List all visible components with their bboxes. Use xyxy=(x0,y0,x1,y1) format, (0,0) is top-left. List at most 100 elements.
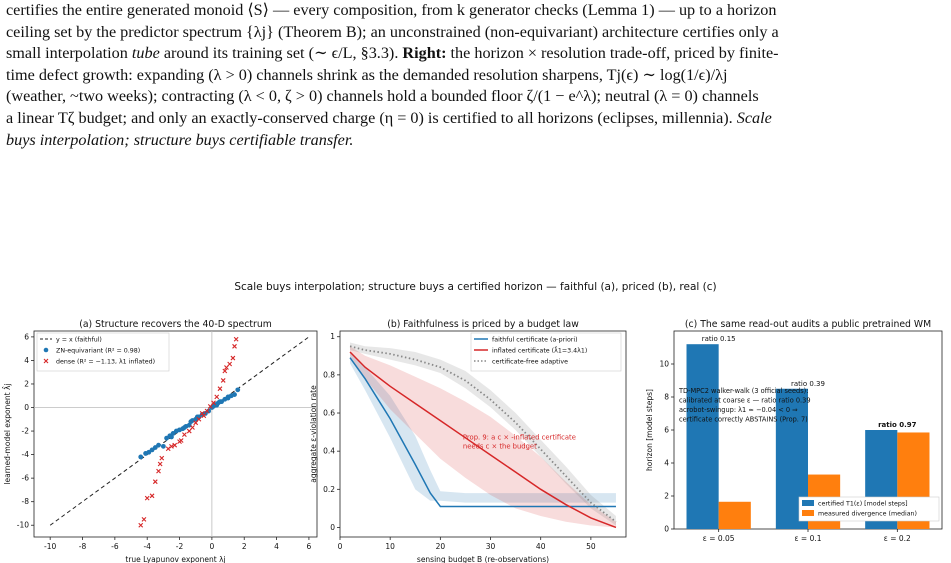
panel-b-legend-label: faithful certificate (a-priori) xyxy=(492,337,578,344)
caption-line-4: time defect growth: expanding (λ > 0) ch… xyxy=(6,65,728,84)
panel-a-legend-dot-marker xyxy=(43,347,49,353)
panel-a-dense-point xyxy=(217,386,223,392)
panel-c-ylabel: horizon [model steps] xyxy=(645,389,654,471)
caption-line-7: buys interpolation; structure buys certi… xyxy=(6,130,354,149)
panel-b-band-1 xyxy=(350,346,616,528)
panel-b-title: (b) Faithfulness is priced by a budget l… xyxy=(387,319,579,330)
panel-a-dense-point xyxy=(172,442,178,448)
panel-a-dense-point xyxy=(156,468,161,474)
panel-c-y-tick-label: 2 xyxy=(664,492,669,501)
panel-b-y-tick-label: 0.2 xyxy=(323,485,335,494)
panel-a-dense-point xyxy=(152,479,158,485)
panel-a-dense-point xyxy=(196,416,202,422)
panel-a-legend-box xyxy=(36,332,170,372)
panel-c-legend-label: measured divergence (median) xyxy=(818,511,917,518)
panel-b-y-tick-label: 0.8 xyxy=(323,370,335,379)
panel-b-x-tick-label: 30 xyxy=(486,542,496,551)
panel-a-dense-point xyxy=(220,378,226,383)
panel-b-annotation: needs c × the budget xyxy=(463,443,537,451)
panel-c-annotation: acrobot-swingup: λ1 ≈ −0.04 < 0 ⇒ xyxy=(679,406,798,414)
panel-a-identity-line xyxy=(49,336,310,526)
figure-caption: certifies the entire generated monoid ⟨S… xyxy=(6,0,946,151)
panel-a-x-tick-label: 2 xyxy=(242,542,247,551)
panel-b-ylabel: aggregate ε-violation rate xyxy=(309,385,318,483)
panel-a-equivariant-point xyxy=(160,443,166,449)
caption-line-1: certifies the entire generated monoid ⟨S… xyxy=(6,1,777,19)
panel-a-dense-point xyxy=(182,432,187,437)
panel-c-annotation: TD-MPC2 walker-walk (3 official seeds): xyxy=(678,387,808,395)
panel-a-x-tick-label: 4 xyxy=(274,542,279,551)
panel-b-x-tick-label: 0 xyxy=(338,542,343,551)
panel-c-y-tick-label: 8 xyxy=(664,393,669,402)
panel-a-x-tick-label: -6 xyxy=(111,542,119,551)
panel-a-dense-point xyxy=(193,420,199,426)
panel-a-legend-label: ZN-equivariant (R² = 0.98) xyxy=(56,348,140,355)
panel-b-x-tick-label: 40 xyxy=(536,542,546,551)
panel-b-series-line-0 xyxy=(349,357,616,508)
panel-a-x-tick-label: 0 xyxy=(209,542,214,551)
panel-b-x-tick-label: 10 xyxy=(385,542,395,551)
panel-a-dense-point xyxy=(157,461,163,467)
panel-a-x-tick-label: -10 xyxy=(44,542,56,551)
panel-c-legend-label: certified T1(ε) [model steps] xyxy=(818,501,908,508)
panel-a-y-tick-label: 0 xyxy=(24,403,29,412)
panel-b-x-tick-label: 50 xyxy=(586,542,596,551)
panel-a-y-tick-label: 4 xyxy=(24,356,29,365)
panel-b-annotation: Prop. 9: a c × -inflated certificate xyxy=(463,434,576,442)
panel-b-series-line-1 xyxy=(349,351,617,529)
panel-a-dense-point xyxy=(178,438,184,443)
panel-a-dense-point xyxy=(214,394,220,400)
panel-b-legend-label: inflated certificate (λ̂1=3.4λ1) xyxy=(492,345,587,354)
panel-c-y-tick-label: 10 xyxy=(659,360,669,369)
panel-c-bar xyxy=(718,501,751,529)
panel-a-y-tick-label: -8 xyxy=(22,497,30,506)
caption-line-3: small interpolation tube around its trai… xyxy=(6,44,779,63)
panel-a-y-tick-label: 6 xyxy=(24,332,29,341)
panel-a-dense-point xyxy=(224,365,229,370)
panel-a-legend-label: y = x (faithful) xyxy=(56,337,102,344)
panel-a-dense-point xyxy=(232,343,237,349)
panel-a-y-tick-label: 2 xyxy=(24,379,29,388)
caption-line-6: a linear Tζ budget; and only an exactly-… xyxy=(6,108,772,127)
panel-a-dense-point xyxy=(211,400,216,406)
panel-b-legend-box xyxy=(470,332,622,372)
panel-a-xlabel: true Lyapunov exponent λj xyxy=(125,555,225,563)
panel-a-equivariant-point xyxy=(225,394,231,400)
panel-c-legend-swatch xyxy=(802,500,814,506)
panel-a-dense-point xyxy=(169,443,174,449)
panel-a-dense-point xyxy=(227,361,233,367)
panel-a-dense-point xyxy=(222,368,228,374)
panel-a-equivariant-point xyxy=(211,403,216,409)
panel-c-bar-label: ratio 0.15 xyxy=(702,335,736,343)
panel-a-equivariant-point xyxy=(188,419,194,425)
panel-a-y-tick-label: -2 xyxy=(22,427,30,436)
panel-a-equivariant-point xyxy=(152,445,158,450)
panel-c-y-tick-label: 6 xyxy=(664,426,669,435)
panel-c-bar-label: ratio 0.97 xyxy=(878,421,917,429)
panel-a-equivariant-point xyxy=(206,408,212,414)
panel-a-title: (a) Structure recovers the 40-D spectrum xyxy=(79,319,272,330)
panel-a-dense-point xyxy=(204,408,210,414)
panel-a-y-tick-label: -10 xyxy=(17,521,29,530)
panel-a-x-tick-label: -2 xyxy=(176,542,184,551)
panel-c-x-tick-label: ε = 0.05 xyxy=(703,534,735,543)
caption-line-2: ceiling set by the predictor spectrum {λ… xyxy=(6,22,779,41)
panel-c-title: (c) The same read-out audits a public pr… xyxy=(685,319,931,330)
panel-a-equivariant-point xyxy=(232,392,237,397)
panel-a-dense-point xyxy=(190,425,195,430)
panel-a-equivariant-point xyxy=(138,454,144,460)
panel-b-x-tick-label: 20 xyxy=(436,542,446,551)
panel-b-series-line-2 xyxy=(349,345,617,523)
caption-line-5: (weather, ~two weeks); contracting (λ < … xyxy=(6,87,759,106)
panel-b-y-tick-label: 0.6 xyxy=(323,409,335,418)
panel-a-ylabel: learned-model exponent λ̂j xyxy=(3,383,12,484)
panel-c-y-tick-label: 0 xyxy=(664,525,669,534)
panel-a-dense-point xyxy=(233,336,239,342)
panel-a-equivariant-point xyxy=(217,399,223,405)
panel-a-dense-point xyxy=(141,516,147,522)
panel-a-equivariant-point xyxy=(169,434,174,440)
panel-a-equivariant-point xyxy=(181,425,187,430)
panel-b-xlabel: sensing budget B (re-observations) xyxy=(417,555,549,563)
panel-a-y-tick-label: -6 xyxy=(22,474,30,483)
